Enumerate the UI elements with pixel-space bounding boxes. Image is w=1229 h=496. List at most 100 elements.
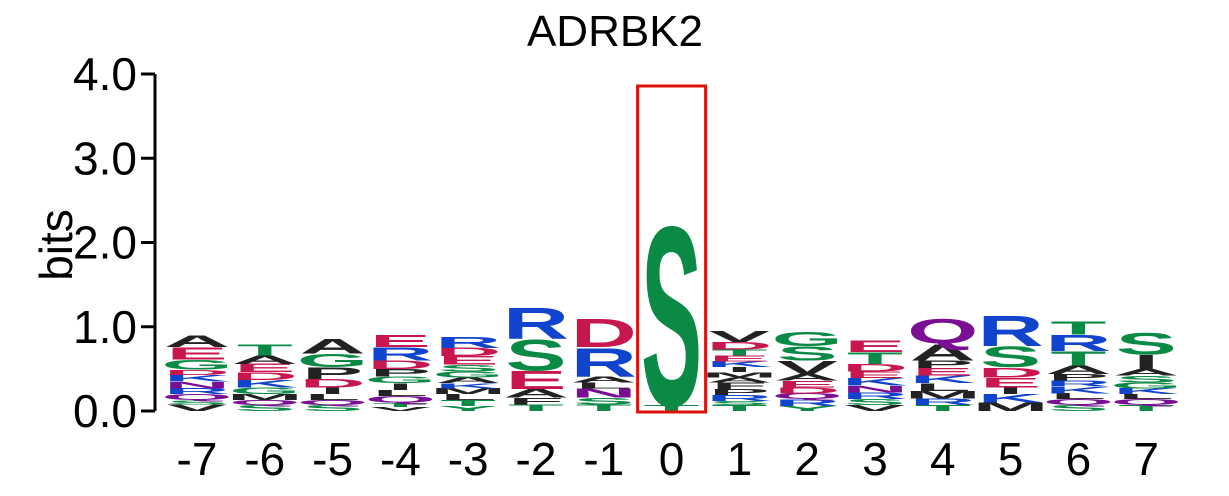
- logo-letter-l: L: [915, 381, 971, 393]
- logo-letter-a: A: [910, 340, 976, 366]
- logo-letter-e: E: [980, 375, 1041, 391]
- logo-letter-s: S: [167, 399, 228, 406]
- logo-letter-e: E: [167, 344, 228, 364]
- logo-letter-t: T: [508, 402, 564, 413]
- logo-letter-l: L: [1050, 392, 1106, 401]
- x-tick-label: 6: [1066, 433, 1092, 485]
- logo-letter-e: E: [709, 354, 770, 363]
- y-axis-label: bits: [30, 209, 82, 281]
- logo-letter-p: P: [1048, 372, 1109, 383]
- logo-letter-t: T: [576, 402, 632, 413]
- x-tick-label: -7: [177, 433, 218, 485]
- logo-letter-r: R: [774, 397, 840, 408]
- y-axis: 0.0 1.0 2.0 3.0 4.0: [73, 48, 157, 437]
- logo-letter-s: S: [1048, 404, 1109, 413]
- logo-letter-m: M: [227, 393, 303, 402]
- logo-letter-t: T: [847, 349, 903, 367]
- letter-stacks: VSQRNKDGEASQMGKDEATSQLIDPGAVTQLIGPDREYTL…: [161, 173, 1181, 459]
- logo-letter-a: A: [774, 372, 840, 383]
- logo-letter-s: S: [438, 363, 499, 374]
- logo-letter-v: V: [777, 357, 838, 378]
- logo-letter-d: D: [978, 365, 1044, 381]
- logo-letter-r: R: [367, 343, 433, 364]
- logo-letter-s: S: [1116, 374, 1177, 385]
- logo-letter-r: R: [164, 387, 230, 396]
- logo-letter-e: E: [777, 379, 838, 390]
- logo-letter-t: T: [1118, 404, 1174, 413]
- logo-letter-d: D: [435, 346, 501, 359]
- logo-letter-e: E: [234, 362, 295, 375]
- x-tick-label: 3: [862, 433, 888, 485]
- logo-letter-r: R: [706, 393, 772, 402]
- logo-letter-k: K: [435, 382, 501, 390]
- logo-letter-q: Q: [365, 394, 436, 405]
- logo-letter-r: R: [435, 334, 501, 351]
- logo-letter-y: Y: [438, 405, 499, 413]
- logo-letter-q: Q: [1043, 398, 1114, 407]
- logo-letter-k: K: [1045, 385, 1111, 396]
- logo-letter-s: S: [506, 331, 567, 381]
- logo-letter-f: F: [508, 396, 564, 407]
- logo-letter-e: E: [370, 331, 431, 351]
- logo-letter-t: T: [644, 404, 700, 413]
- x-tick-label: 5: [998, 433, 1024, 485]
- logo-letter-n: N: [571, 386, 637, 400]
- logo-letter-t: T: [711, 404, 767, 413]
- y-tick-label: 3.0: [73, 132, 137, 184]
- x-tick-label: 0: [659, 433, 685, 485]
- logo-letter-a: A: [164, 332, 230, 350]
- logo-letter-y: Y: [777, 405, 838, 413]
- logo-letter-s: S: [980, 341, 1041, 373]
- logo-letter-p: P: [912, 358, 973, 370]
- logo-letter-a: A: [232, 353, 298, 366]
- logo-letter-g: G: [229, 386, 300, 397]
- logo-letter-s: S: [1116, 326, 1177, 362]
- logo-letter-d: D: [164, 368, 230, 376]
- logo-letter-d: D: [571, 310, 637, 356]
- logo-letter-m: M: [973, 400, 1049, 413]
- logo-letter-g: G: [365, 375, 436, 386]
- logo-letter-r: R: [503, 299, 569, 349]
- logo-letter-d: D: [774, 386, 840, 395]
- logo-letter-d: D: [232, 370, 298, 382]
- logo-letter-g: G: [772, 328, 843, 350]
- logo-letter-t: T: [237, 342, 293, 359]
- logo-letter-a: A: [706, 376, 772, 384]
- logo-letter-k: K: [1113, 387, 1179, 396]
- logo-letter-q: Q: [1111, 398, 1182, 407]
- logo-letter-g: G: [297, 350, 368, 371]
- logo-letter-v: V: [709, 328, 770, 345]
- logo-letter-g: G: [433, 370, 504, 379]
- logo-letter-t: T: [711, 348, 767, 357]
- logo-letter-g: G: [1111, 381, 1182, 390]
- logo-letter-k: K: [706, 360, 772, 369]
- logo-letter-a: A: [1045, 363, 1111, 376]
- x-tick-label: -2: [516, 433, 557, 485]
- logo-letter-e: E: [844, 337, 905, 355]
- logo-letter-n: N: [842, 384, 908, 395]
- logo-letter-n: N: [164, 380, 230, 391]
- logo-letter-d: D: [706, 340, 772, 352]
- logo-letter-k: K: [842, 376, 908, 388]
- x-axis-ticks: -7 -6 -5 -4 -3 -2 -1 0 1 2 3 4 5 6 7: [177, 433, 1159, 485]
- logo-letter-g: G: [161, 357, 232, 373]
- logo-letter-e: E: [845, 370, 906, 381]
- logo-letter-s: S: [709, 400, 770, 407]
- logo-letter-f: F: [711, 381, 767, 392]
- logo-letter-r: R: [910, 397, 976, 408]
- logo-letter-r: R: [571, 340, 637, 386]
- logo-letter-i: I: [388, 381, 413, 392]
- logo-letter-q: Q: [297, 399, 368, 407]
- logo-letter-k: K: [910, 374, 976, 386]
- logo-letter-a: A: [435, 376, 501, 385]
- logo-letter-l: L: [305, 393, 361, 402]
- logo-letter-i: I: [1133, 351, 1158, 373]
